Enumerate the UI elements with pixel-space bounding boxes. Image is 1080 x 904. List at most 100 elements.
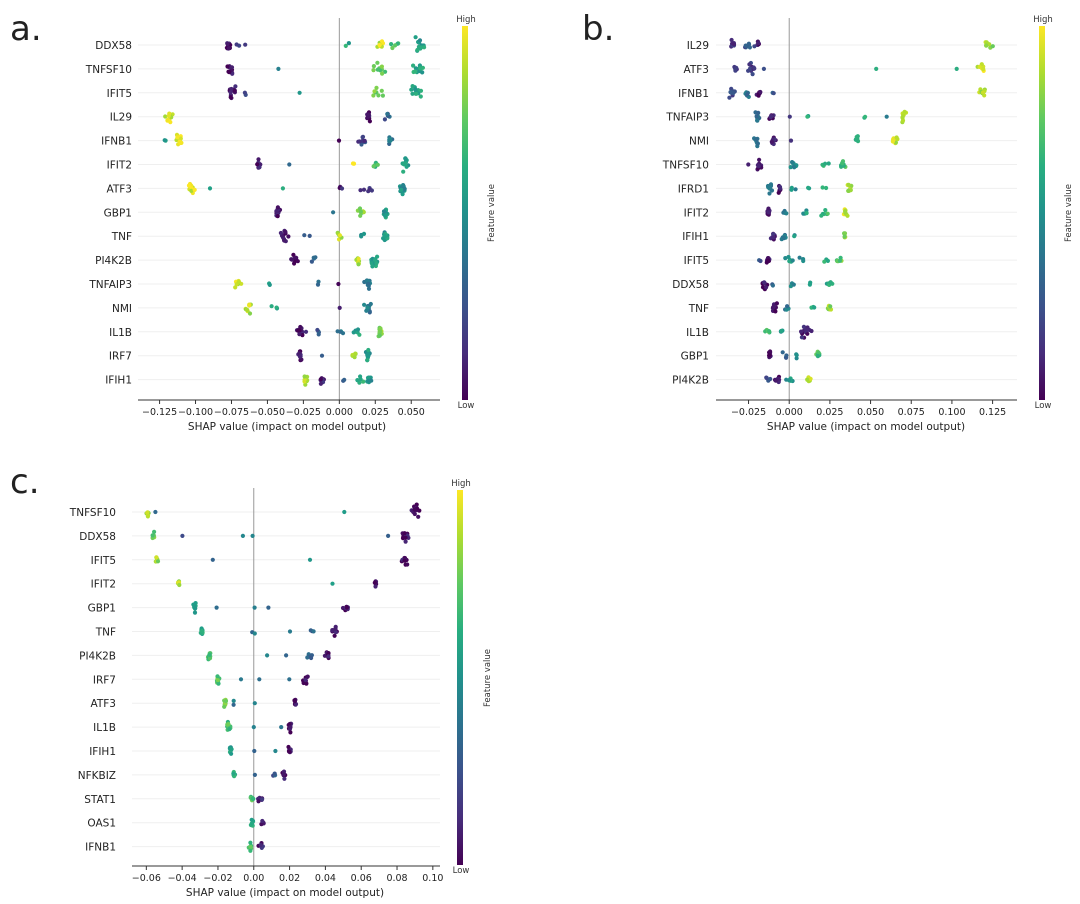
panel-b-shap-point <box>787 259 792 264</box>
panel-b-shap-point <box>746 41 752 46</box>
panel-a-shap-point <box>298 324 303 330</box>
panel-a-shap-point <box>418 88 424 93</box>
panel-a-colorbar-label: Feature value <box>487 184 497 242</box>
panel-a-x-tick-label: 0.025 <box>362 407 389 418</box>
panel-b-shap-point <box>954 66 959 71</box>
panel-a-shap-point <box>385 111 390 117</box>
panel-a-shap-point <box>411 63 416 68</box>
panel-b-shap-point <box>766 210 771 215</box>
panel-c-shap-point <box>266 605 271 610</box>
panel-b-feature-label: IFIH1 <box>682 231 709 243</box>
panel-a-shap-point <box>355 378 360 383</box>
panel-c-shap-point <box>226 721 231 727</box>
panel-c-shap-point <box>288 730 293 735</box>
panel-c-shap-point <box>229 747 234 752</box>
panel-a-shap-point <box>356 256 361 261</box>
panel-c-shap-point <box>252 748 257 754</box>
panel-b-shap-point <box>771 235 776 240</box>
panel-a-shap-point <box>378 326 383 331</box>
panel-c-shap-point <box>330 581 335 586</box>
panel-c-shap-point <box>311 629 316 634</box>
panel-a-shap-point <box>297 354 303 359</box>
panel-b-axes: IL29 ATF3 IFNB1 TNFAIP3 NMI TNFSF10 IFRD1 IFIT2… <box>662 18 1017 418</box>
panel-a-shap-point <box>316 332 321 337</box>
panel-b-shap-point <box>750 72 755 77</box>
panel-c-shap-point <box>332 633 337 638</box>
panel-b-shap-point <box>874 66 879 71</box>
panel-a-shap-point <box>368 301 373 307</box>
panel-b-shap-point <box>792 234 797 239</box>
panel-c-x-tick-label: 0.00 <box>243 873 264 884</box>
panel-c-shap-point <box>248 840 253 845</box>
panel-b-x-tick-label: 0.075 <box>898 407 925 418</box>
panel-a-shap-point <box>410 84 415 89</box>
panel-a-shap-point <box>293 255 298 260</box>
panel-c-colorbar-high: High <box>451 479 471 489</box>
panel-c-colorbar <box>457 490 463 865</box>
panel-b-shap-point <box>826 161 831 166</box>
panel-c-shap-point <box>229 751 234 756</box>
panel-a-shap-point <box>350 161 356 166</box>
panel-c-axes: TNFSF10 DDX58 IFIT5 IFIT2 GBP1 TNF PI4K2B IRF7 A… <box>69 488 443 884</box>
panel-c-shap-point <box>251 725 256 730</box>
panel-a-shap-point <box>379 39 385 44</box>
panel-a-shap-point <box>402 161 407 166</box>
panel-b-shap-point <box>984 43 989 48</box>
panel-c-shap-point <box>248 844 253 849</box>
panel-a-shap-point <box>302 377 307 382</box>
panel-a-shap-point <box>243 42 248 47</box>
panel-c-shap-point <box>412 507 417 512</box>
panel-b-shap-point <box>729 37 734 43</box>
panel-c-shap-point <box>222 704 227 709</box>
panel-a-shap-point <box>336 138 342 143</box>
panel-b-shap-point <box>788 138 794 143</box>
panel-b-shap-point <box>794 353 799 358</box>
panel-b-shap-point <box>805 377 810 382</box>
panel-b-shap-point <box>804 328 809 333</box>
panel-b-shap-point <box>828 304 833 309</box>
panel-b-shap-point <box>766 258 771 263</box>
panel-c-shap-point <box>307 557 313 562</box>
panel-c-shap-point <box>284 653 289 658</box>
panel-a-feature-label: TNFSF10 <box>85 64 132 76</box>
panel-a-feature-label: DDX58 <box>95 40 132 52</box>
panel-b-shap-point <box>770 283 776 288</box>
panel-c-shap-point <box>252 701 257 706</box>
panel-a-shap-point <box>389 42 394 47</box>
panel-b-shap-point <box>767 191 772 196</box>
panel-a-feature-label: GBP1 <box>104 207 132 219</box>
panel-b-shap-point <box>812 305 817 310</box>
panel-a-shap-point <box>414 91 419 96</box>
panel-a-shap-point <box>380 71 385 76</box>
panel-c-feature-label: DDX58 <box>79 531 116 543</box>
panel-a-shap-point <box>336 281 341 287</box>
panel-b-shap-point <box>822 259 827 264</box>
panel-b-shap-point <box>747 45 753 50</box>
panel-a-shap-point <box>257 165 262 170</box>
panel-a-shap-point <box>318 381 323 386</box>
panel-c-shap-point <box>252 605 257 610</box>
panel-a-shap-point <box>358 377 363 382</box>
panel-b-letter: b. <box>582 9 614 49</box>
panel-a-shap-point <box>375 60 380 65</box>
panel-b-x-tick-label: 0.100 <box>938 407 965 418</box>
panel-a-shap-point <box>377 42 382 48</box>
panel-b-shap-point <box>842 231 848 236</box>
panel-a-shap-point <box>189 188 194 193</box>
panel-c-shap-point <box>287 629 293 634</box>
panel-a-letter: a. <box>10 9 42 49</box>
panel-a-shap-point <box>186 183 192 188</box>
panel-a-feature-label: IL1B <box>109 327 132 339</box>
panel-a-shap-point <box>359 234 364 239</box>
panel-c-shap-point <box>231 771 236 776</box>
panel-a-shap-point <box>295 259 300 264</box>
panel-b-shap-point <box>769 188 775 193</box>
panel-a-shap-point <box>366 378 371 383</box>
panel-b-shap-point <box>825 258 831 263</box>
panel-a-x-tick-label: −0.075 <box>214 407 249 418</box>
panel-c-shap-point <box>372 580 377 585</box>
panel-c-shap-point <box>402 531 407 536</box>
panel-c-shap-point <box>258 843 263 848</box>
panel-c-shap-point <box>152 529 157 535</box>
